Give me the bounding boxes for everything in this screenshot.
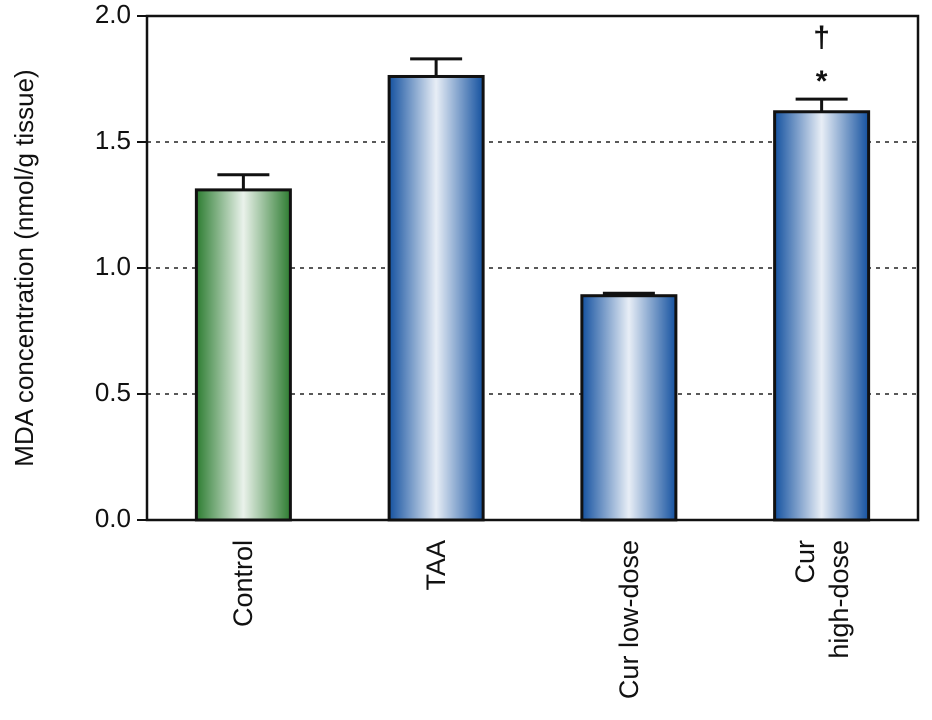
annotation: * — [816, 65, 828, 98]
annotation: † — [813, 21, 830, 54]
x-tick-label: Cur high-dose — [789, 540, 854, 659]
x-tick-label: Cur low-dose — [613, 540, 644, 700]
bar — [580, 294, 678, 522]
y-tick-label: 1.5 — [95, 125, 131, 155]
bar — [194, 188, 292, 522]
y-tick-label: 0.5 — [95, 377, 131, 407]
y-tick-label: 2.0 — [95, 0, 131, 29]
x-tick-label: TAA — [421, 540, 452, 591]
y-tick-label: 0.0 — [95, 503, 131, 533]
plot-frame — [145, 14, 920, 522]
bar — [387, 74, 485, 522]
x-tick-label: Control — [228, 540, 259, 628]
bar — [773, 110, 871, 522]
y-axis-label: MDA concentration (nmol/g tissue) — [9, 69, 39, 466]
y-tick-label: 1.0 — [95, 251, 131, 281]
